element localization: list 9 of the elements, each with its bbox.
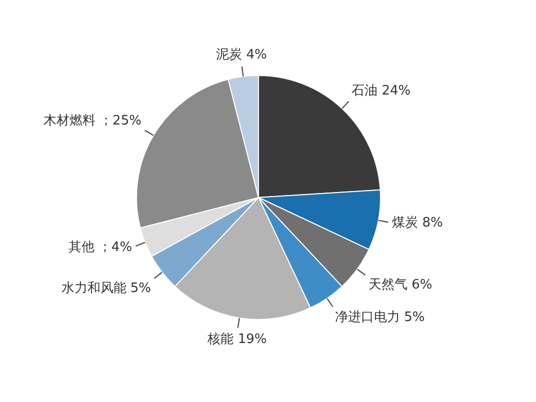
slice-label: 石油 24% [352,83,411,98]
slice-label: 天然气 6% [368,277,432,292]
slice-label: 煤炭 8% [392,215,443,230]
slice-label: 净进口电力 5% [334,310,425,325]
slice-label: 水力和风能 5% [61,280,152,296]
slice-label: 其他 ；4% [68,240,132,256]
slice-label: 泥炭 4% [216,48,267,63]
slice-label: 核能 19% [206,332,267,347]
slice-label: 木材燃料 ；25% [43,113,142,128]
